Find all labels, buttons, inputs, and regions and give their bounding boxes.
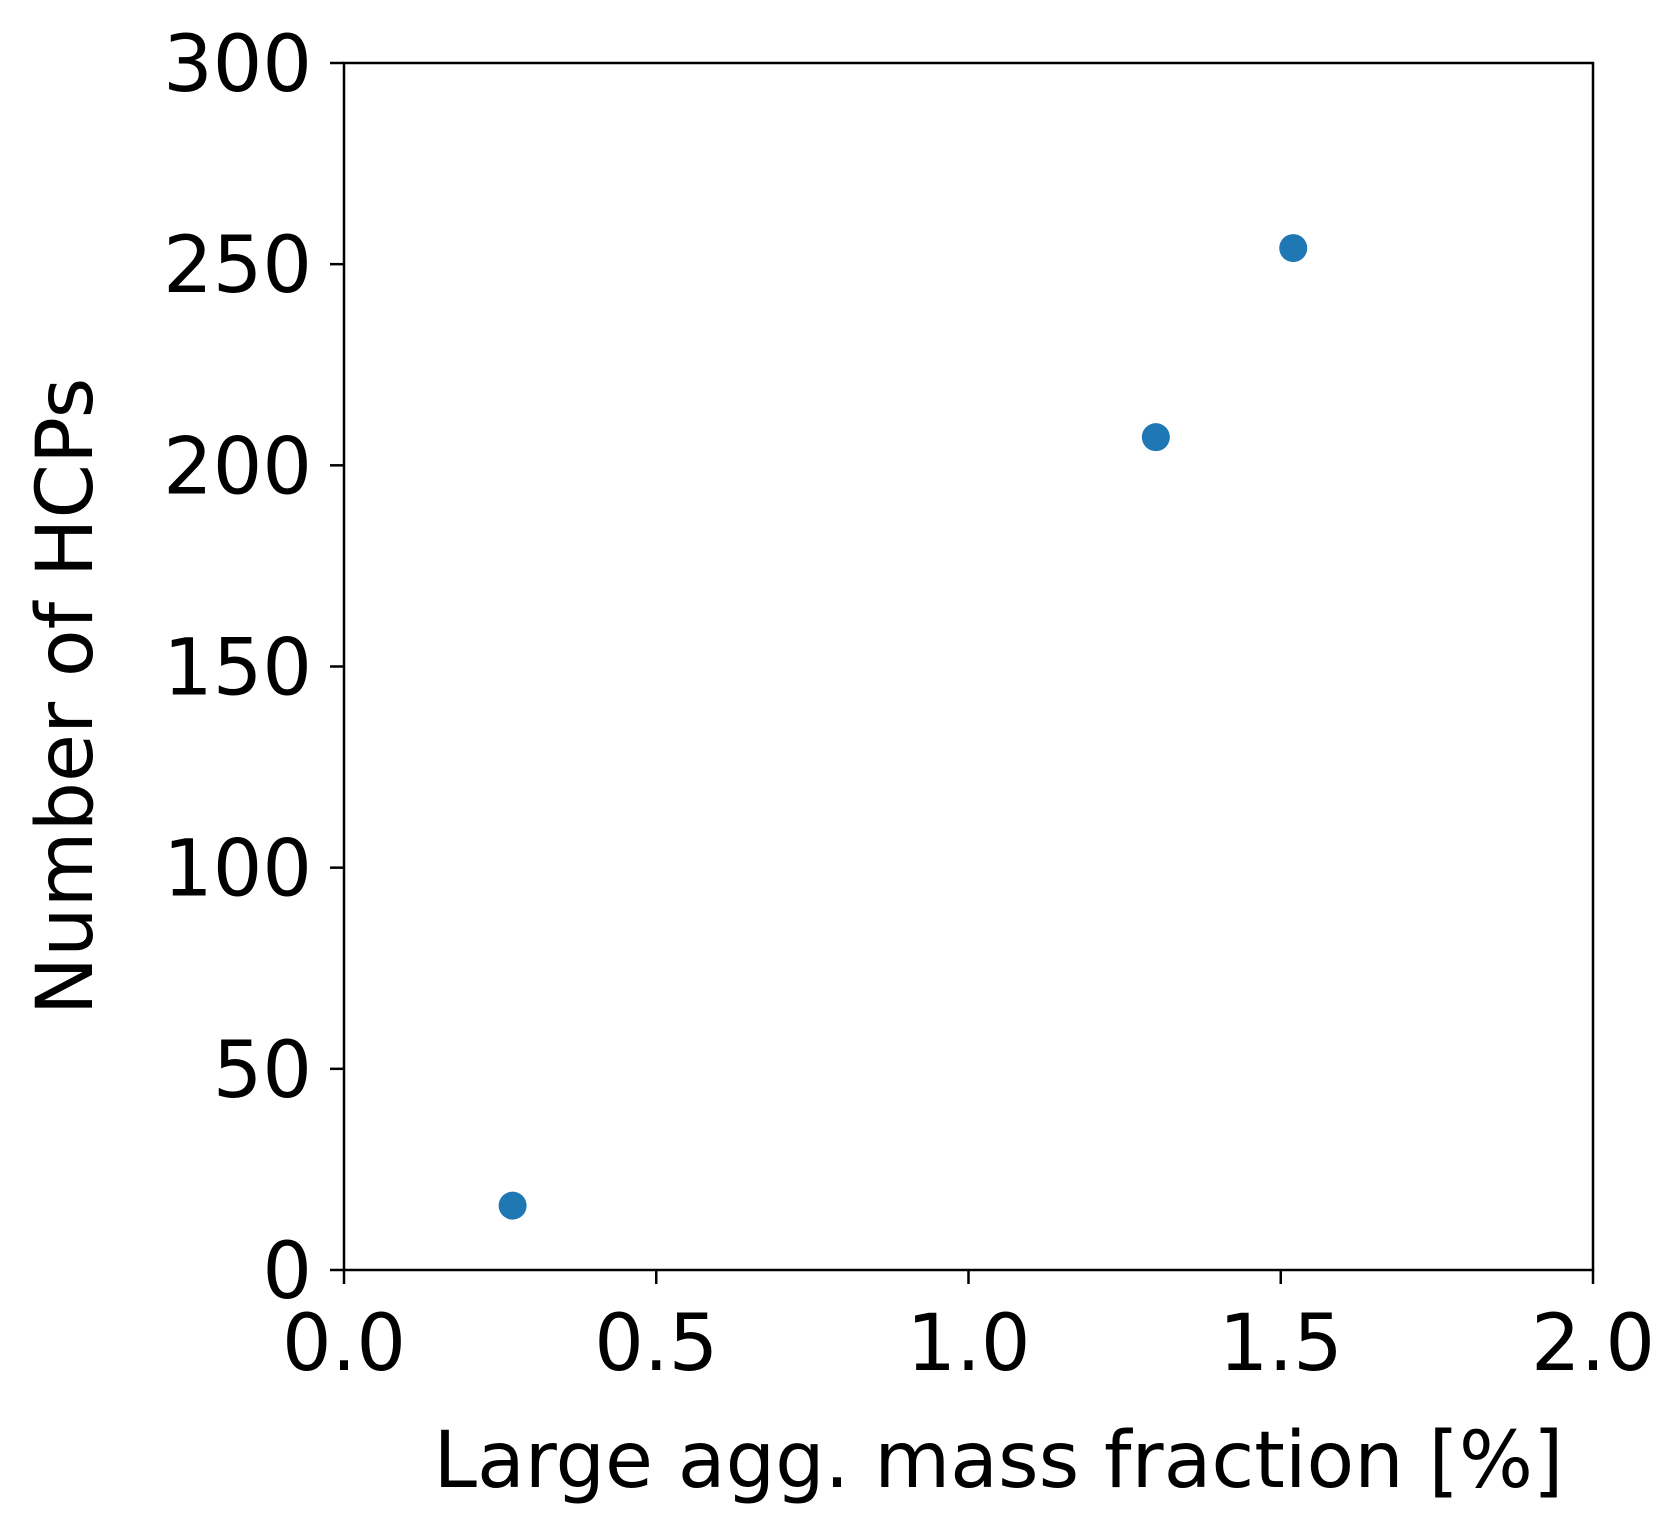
scatter-point (1141, 423, 1170, 452)
x-tick-label: 1.5 (1219, 1299, 1343, 1389)
y-tick-label: 250 (163, 221, 312, 311)
y-tick-label: 150 (163, 624, 312, 714)
y-tick-label: 100 (163, 825, 312, 915)
x-tick-label: 2.0 (1531, 1299, 1655, 1389)
y-axis-label: Number of HCPs (21, 378, 111, 1016)
x-tick-label: 0.0 (282, 1299, 406, 1389)
x-tick-label: 0.5 (594, 1299, 718, 1389)
x-axis-label: Large agg. mass fraction [%] (434, 1416, 1564, 1506)
y-tick-label: 200 (163, 422, 312, 512)
y-tick-label: 300 (163, 20, 312, 110)
data-points (498, 234, 1308, 1220)
scatter-point (498, 1191, 527, 1220)
x-tick-label: 1.0 (906, 1299, 1030, 1389)
y-tick-label: 0 (262, 1227, 312, 1317)
ticks: 0.0 0.5 1.0 1.5 2.0 0 50 100 150 200 250 300 (163, 20, 1655, 1389)
plot-frame (342, 61, 1595, 1272)
y-tick-label: 50 (213, 1026, 312, 1116)
scatter-point (1279, 234, 1308, 263)
